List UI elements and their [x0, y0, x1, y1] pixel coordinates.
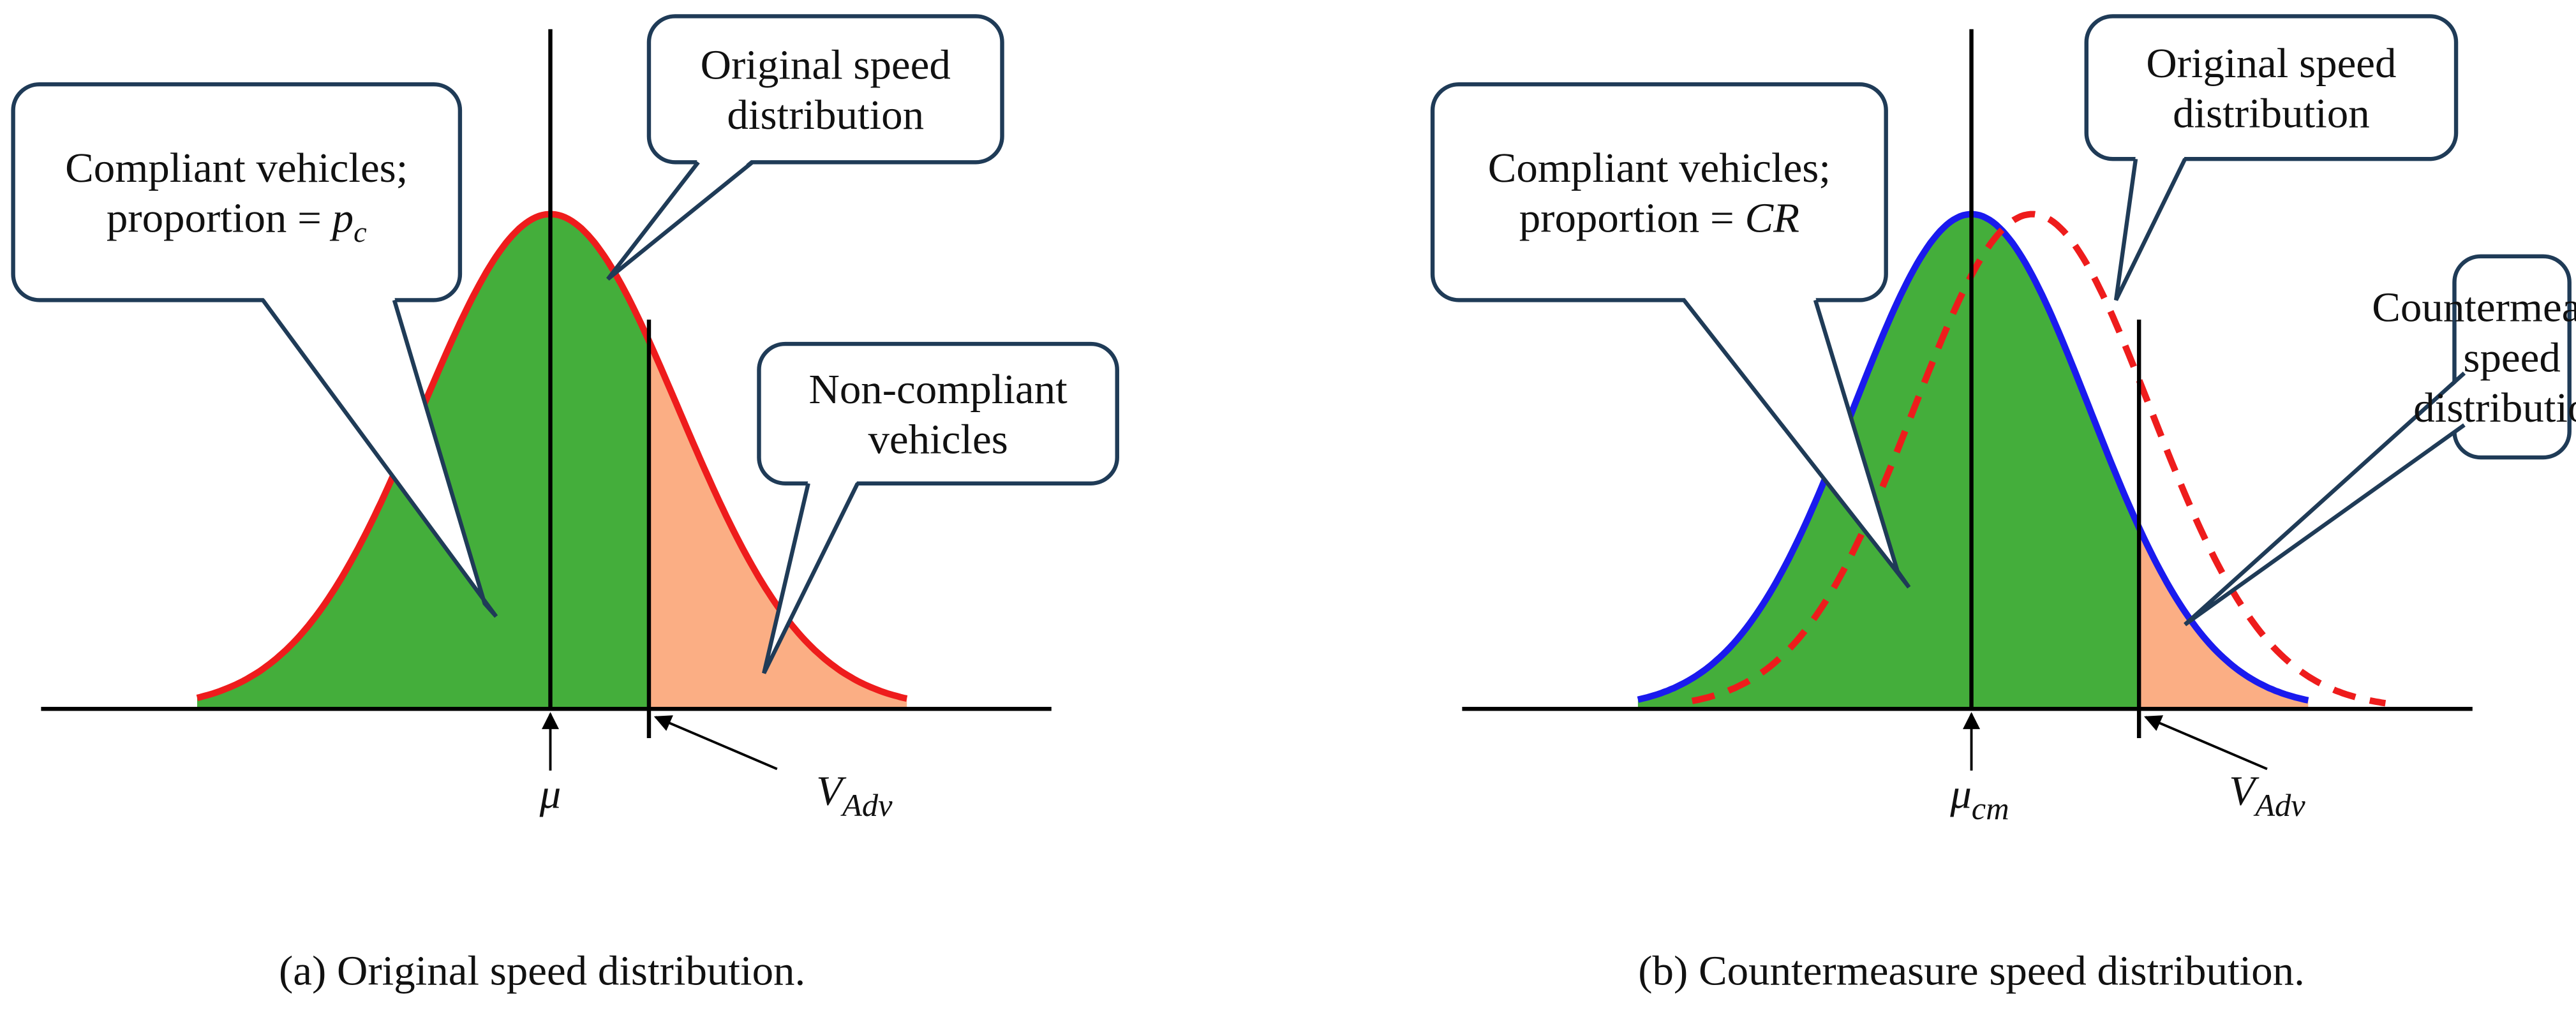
- callout-line: speed: [2463, 335, 2560, 381]
- math-base: V: [2229, 768, 2260, 815]
- callout-text: distribution: [2173, 91, 2370, 137]
- noncompliant-area: [2139, 527, 2309, 709]
- callout-box: [1430, 82, 1888, 302]
- caption: (b) Countermeasure speed distribution.: [1638, 948, 2305, 995]
- math-label: VAdv: [816, 768, 893, 823]
- callout-line: Compliant vehicles;: [1488, 145, 1831, 191]
- callout-text: distribution: [727, 93, 924, 139]
- noncompliant-area: [648, 341, 907, 709]
- callout-line: distribution: [2413, 385, 2576, 432]
- callout-text: Countermeasure: [2372, 285, 2576, 331]
- math-base: V: [816, 768, 847, 815]
- callout: Compliant vehicles;proportion = CR: [1430, 82, 1911, 589]
- callout-text: vehicles: [868, 417, 1008, 463]
- callout-box: [2452, 254, 2572, 460]
- callout-tail: [2113, 158, 2187, 301]
- math-base: μ: [1949, 771, 1972, 818]
- callout-text: proportion = CR: [1519, 195, 1799, 242]
- callout-tail: [261, 299, 498, 618]
- callout-line: Countermeasure: [2372, 285, 2576, 331]
- limit-arrow: [653, 715, 778, 771]
- callout-box: [757, 341, 1119, 485]
- callout-line: vehicles: [868, 417, 1008, 463]
- callout-line: Original speed: [701, 42, 951, 89]
- compliant-area: [1637, 214, 2140, 709]
- callout-line: distribution: [2173, 91, 2370, 137]
- callout-tail: [762, 482, 860, 674]
- callout-tail: [2184, 371, 2466, 626]
- math-base: p: [330, 195, 354, 242]
- callout-line: Non-compliant: [809, 366, 1068, 413]
- callout-text: Original speed: [2146, 40, 2396, 87]
- caption: (a) Original speed distribution.: [279, 948, 805, 995]
- callout-text: distribution: [2413, 385, 2576, 432]
- callout-line: proportion =: [107, 195, 332, 242]
- panel: μ VAdv (a) Original speed distribution. Ori…: [11, 14, 1119, 995]
- callout-line: distribution: [727, 93, 924, 139]
- math-label: μcm: [1949, 771, 2009, 826]
- math-sub: Adv: [2253, 787, 2305, 823]
- math-sub: c: [354, 216, 367, 248]
- callout-box: [11, 82, 463, 302]
- math-sub: cm: [1972, 790, 2009, 826]
- callout-text: Compliant vehicles;: [65, 145, 408, 191]
- math-sub: Adv: [840, 787, 893, 823]
- callout-line: Original speed: [2146, 40, 2396, 87]
- callout-text: Non-compliant: [809, 366, 1068, 413]
- callout-box: [2084, 14, 2459, 161]
- math-label: μ: [539, 771, 562, 818]
- callout-text: proportion = pc: [107, 195, 367, 248]
- callout-text: Original speed: [701, 42, 951, 89]
- math-label: VAdv: [2229, 768, 2305, 823]
- callout-line: Compliant vehicles;: [65, 145, 408, 191]
- callout-text: speed: [2463, 335, 2560, 381]
- math-base: μ: [539, 771, 562, 818]
- panel: μcm VAdv (b) Countermeasure speed distribu…: [1430, 14, 2576, 995]
- callout-text: Compliant vehicles;: [1488, 145, 1831, 191]
- callout: Compliant vehicles;proportion = pc: [11, 82, 498, 618]
- limit-arrow: [2143, 715, 2268, 771]
- callout-tail: [1682, 299, 1911, 589]
- callout-box: [646, 14, 1004, 165]
- math-base: CR: [1745, 195, 1799, 242]
- callout-tail: [606, 160, 754, 281]
- callout-line: proportion =: [1519, 195, 1745, 242]
